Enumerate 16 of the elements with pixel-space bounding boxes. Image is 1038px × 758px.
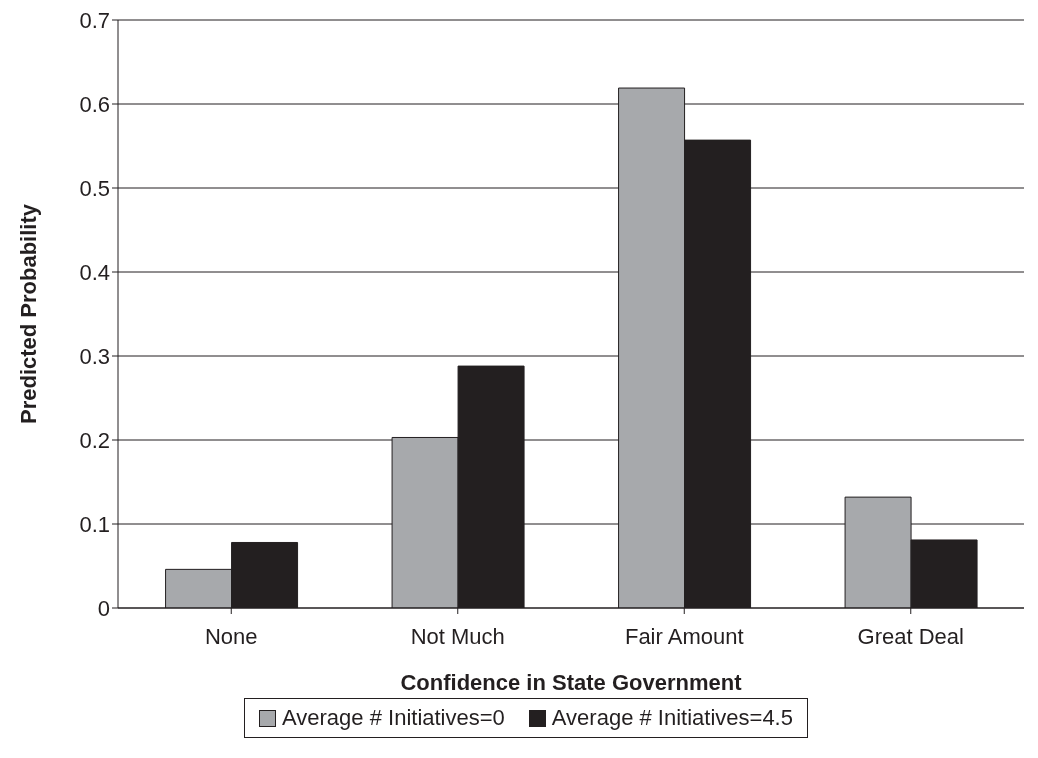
x-tick-label: Fair Amount: [624, 623, 744, 649]
y-tick-label: 0.1: [79, 511, 110, 537]
y-tick-label: 0.2: [79, 427, 110, 453]
x-tick-label: Not Much: [410, 623, 505, 649]
legend-label: Average # Initiatives=4.5: [550, 705, 793, 731]
y-axis-title: Predicted Probability: [15, 203, 41, 425]
y-tick-label: 0.7: [79, 7, 110, 33]
y-tick-label: 0: [97, 595, 110, 621]
y-tick-label: 0.6: [79, 91, 110, 117]
x-tick-label: Great Deal: [857, 623, 964, 649]
legend-label: Average # Initiatives=0: [281, 705, 505, 731]
y-tick-label: 0.5: [79, 175, 110, 201]
x-axis-title: Confidence in State Government: [400, 670, 743, 695]
y-tick-label: 0.4: [79, 259, 110, 285]
x-tick-label: None: [204, 623, 258, 649]
y-tick-label: 0.3: [79, 343, 110, 369]
